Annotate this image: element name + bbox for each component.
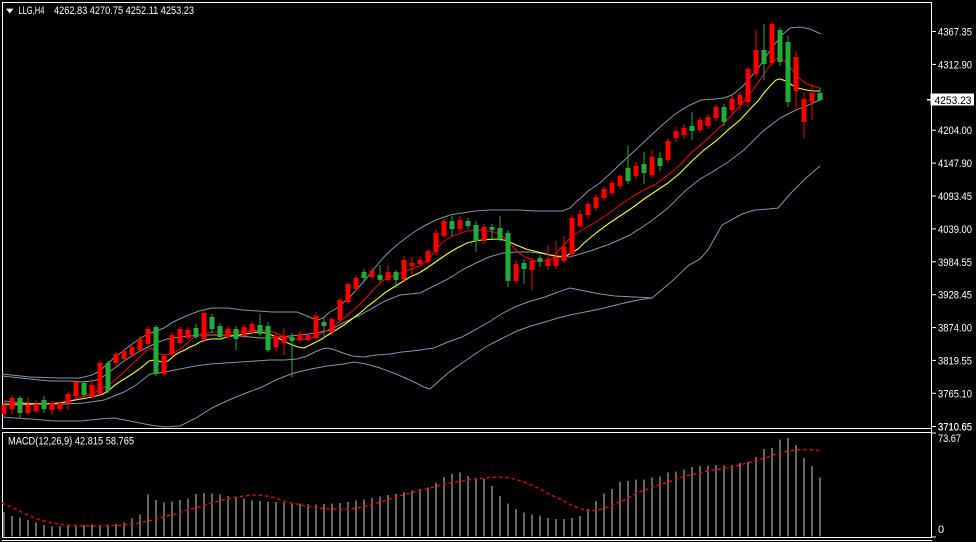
svg-text:3984.55: 3984.55 (938, 257, 972, 269)
svg-text:4312.90: 4312.90 (938, 59, 972, 71)
svg-text:3765.10: 3765.10 (938, 388, 972, 400)
svg-text:4147.90: 4147.90 (938, 158, 972, 170)
svg-text:3710.65: 3710.65 (938, 422, 972, 434)
svg-text:4262.83 4270.75 4252.11 4253.2: 4262.83 4270.75 4252.11 4253.23 (54, 5, 194, 17)
svg-text:4204.00: 4204.00 (938, 125, 972, 137)
svg-text:LLG,H4: LLG,H4 (18, 5, 44, 17)
svg-text:3710.65: 3710.65 (938, 422, 972, 434)
svg-text:4093.45: 4093.45 (938, 191, 972, 203)
svg-text:4253.23: 4253.23 (935, 95, 972, 107)
svg-text:73.67: 73.67 (938, 433, 961, 445)
svg-text:3928.45: 3928.45 (938, 290, 972, 302)
svg-text:4367.35: 4367.35 (938, 27, 972, 39)
svg-text:4039.00: 4039.00 (938, 224, 972, 236)
svg-text:0: 0 (938, 524, 944, 536)
svg-text:MACD(12,26,9) 42.815 58.765: MACD(12,26,9) 42.815 58.765 (8, 436, 134, 448)
svg-text:3819.55: 3819.55 (938, 355, 972, 367)
svg-text:3874.00: 3874.00 (938, 323, 972, 335)
